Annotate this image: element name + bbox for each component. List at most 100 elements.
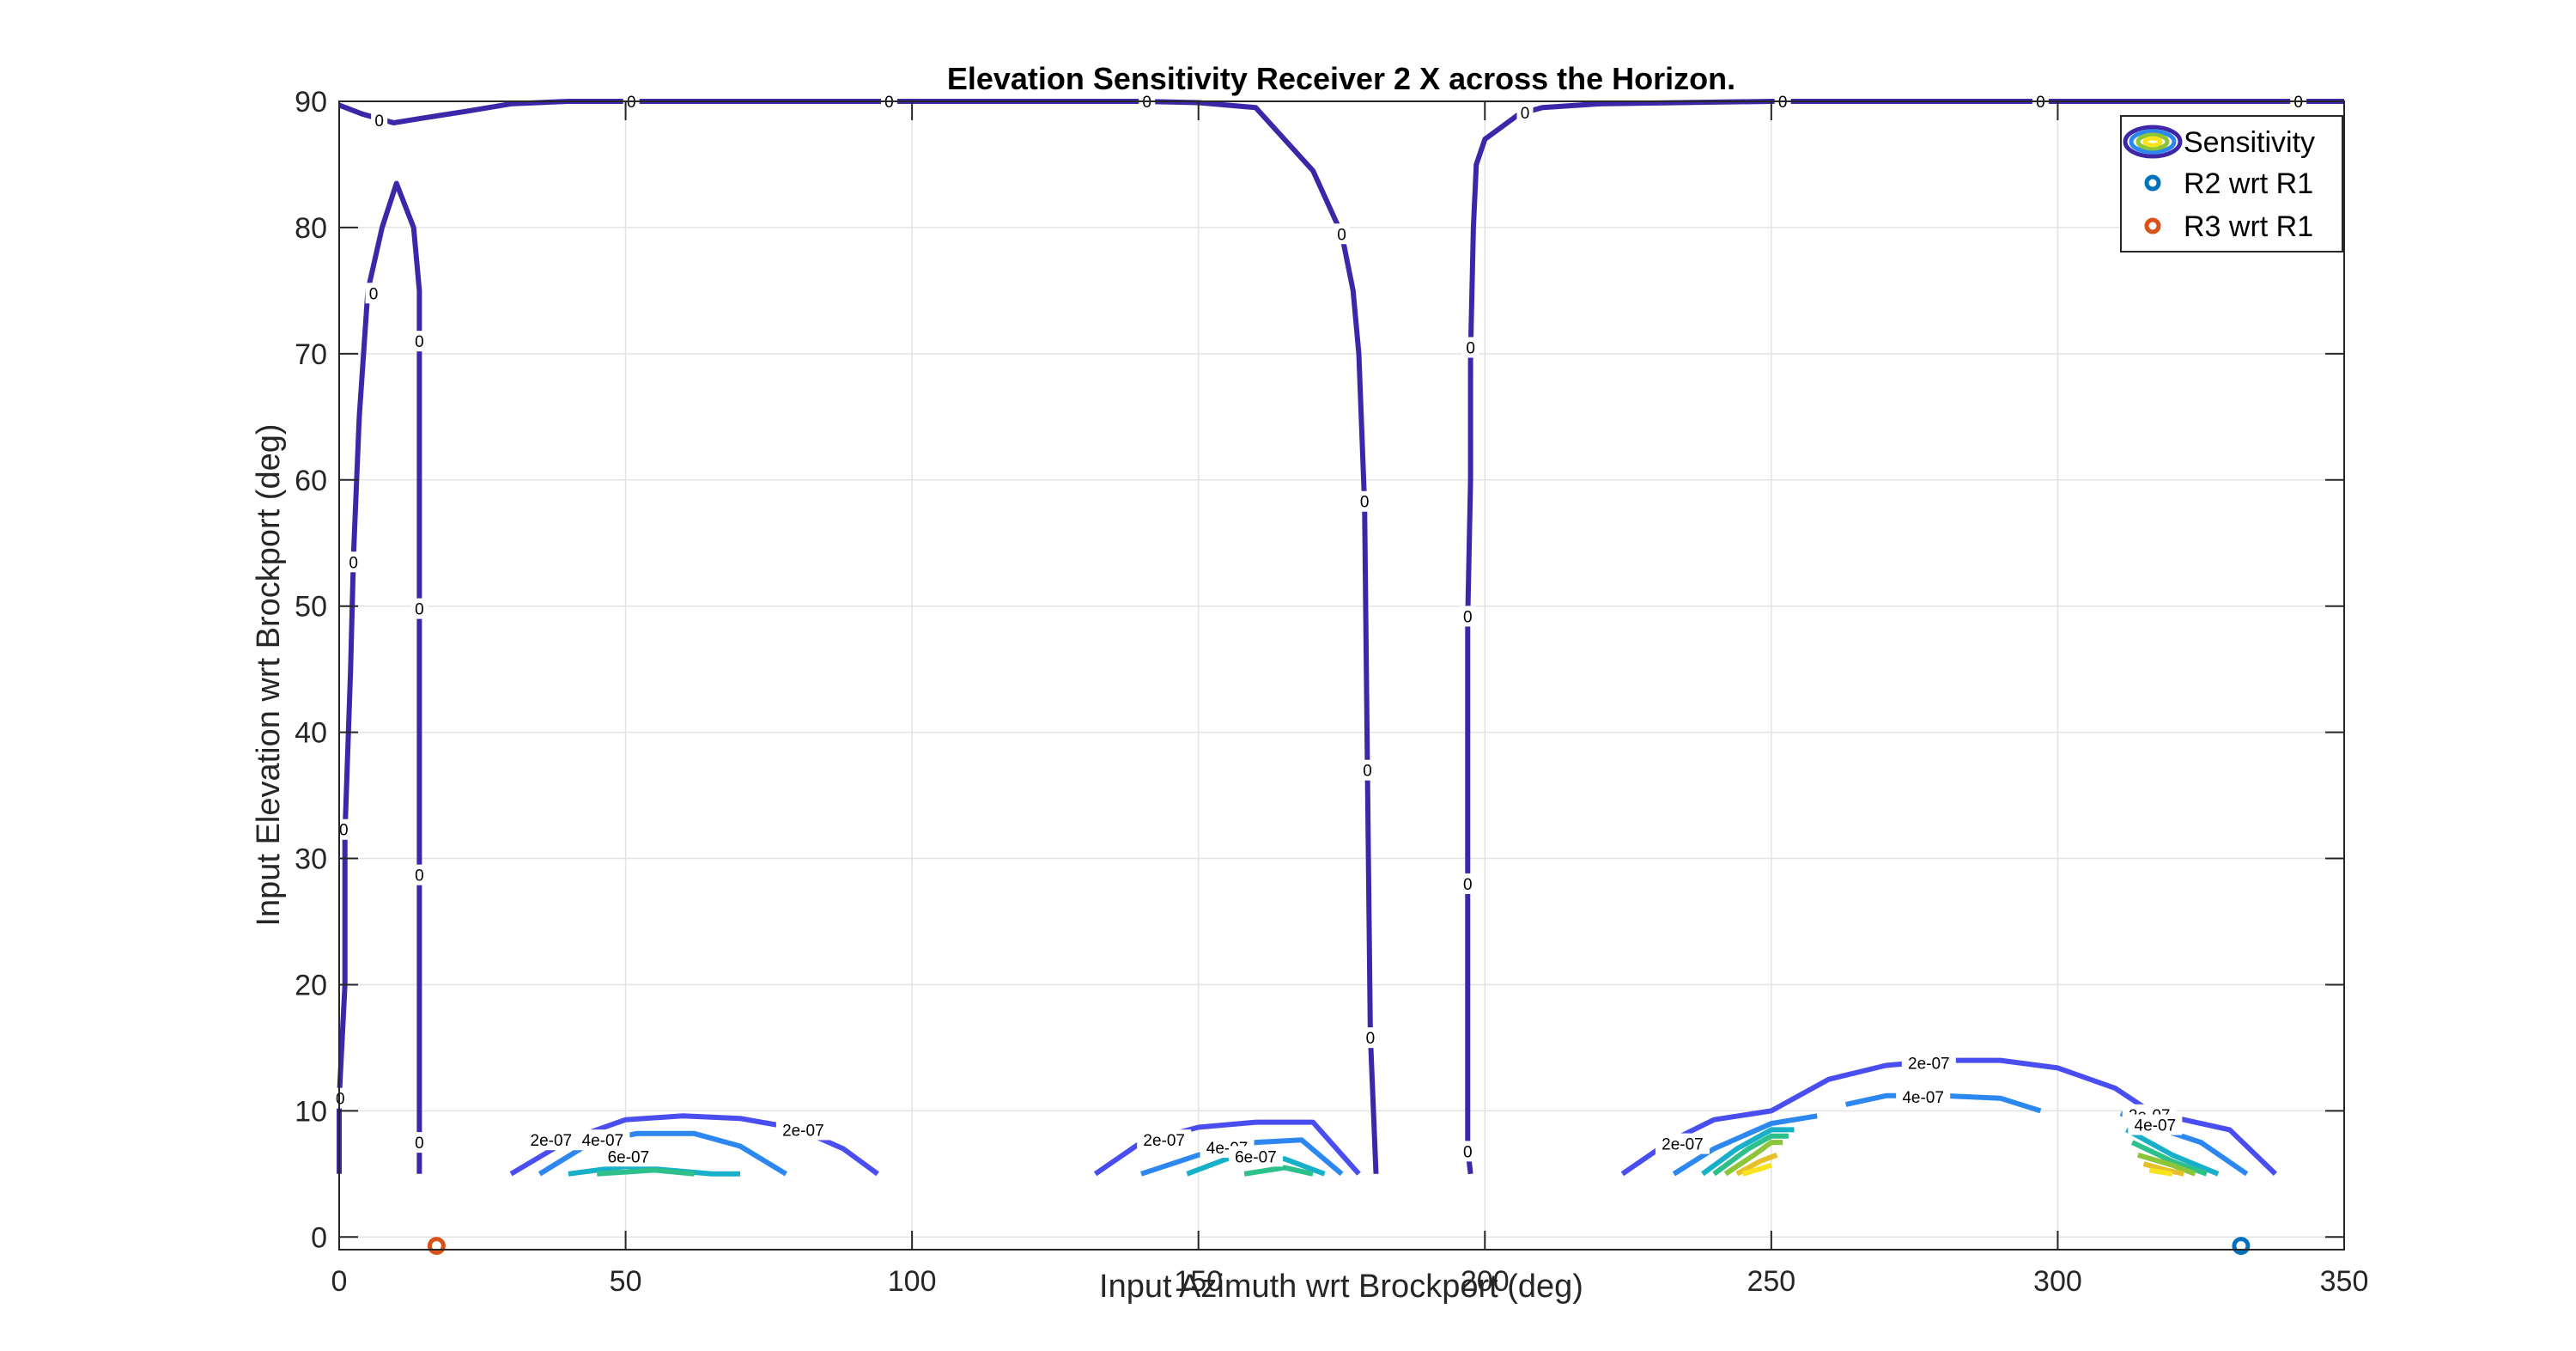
contour-label-text: 0: [339, 822, 349, 840]
contour-label-bg: [345, 551, 362, 573]
y-tick-label: 30: [295, 843, 327, 876]
contour-label: 2e-07: [524, 1129, 579, 1151]
contour-label-bg: [1901, 1052, 1956, 1074]
x-tick-label: 50: [610, 1265, 642, 1298]
contour-label-bg: [1462, 337, 1479, 358]
contour-label: 0: [365, 283, 382, 304]
contour-label-text: 0: [1466, 340, 1475, 358]
contour-line: [1723, 1140, 1783, 1177]
contour-label: 0: [1459, 1141, 1476, 1162]
x-tick-label: 350: [2320, 1265, 2369, 1298]
contour-line: [1093, 1119, 1361, 1177]
contour-label-text: 4e-07: [1902, 1089, 1944, 1107]
legend-sensitivity-ring: [2123, 125, 2183, 159]
contour-label-bg: [2128, 1114, 2183, 1135]
contour-line: [597, 1167, 695, 1177]
contour-label-text: 6e-07: [608, 1148, 650, 1166]
contour-label-text: 0: [349, 554, 358, 572]
legend: Sensitivity R2 wrt R1 R3 wrt R1: [2120, 115, 2343, 253]
legend-entry-r2: R2 wrt R1: [2144, 167, 2313, 200]
contour-label: 0: [410, 1132, 428, 1153]
contour-label-text: 0: [1363, 763, 1372, 781]
tick-labels: 0 50 100 150 200 250 300 350 0 10 20 30 40 50 60 70 80 90: [295, 86, 2368, 1298]
x-tick-label: 300: [2033, 1265, 2082, 1298]
contour-label: 0: [410, 331, 428, 352]
contour-label-bg: [410, 1132, 428, 1153]
contour-label-text: 0: [1463, 1143, 1473, 1161]
contour-label-text: 0: [1142, 94, 1151, 112]
contour-label-text: 0: [2036, 94, 2045, 112]
contour-label: 2e-07: [1655, 1133, 1710, 1154]
contour-line: [1741, 1162, 1772, 1177]
contour-label-text: 0: [627, 94, 636, 112]
contour-label-bg: [1356, 490, 1373, 512]
contour-label-bg: [524, 1129, 579, 1151]
contour-label-bg: [1459, 873, 1476, 894]
contour-label-bg: [1359, 759, 1376, 781]
legend-r3-label: R3 wrt R1: [2184, 210, 2313, 243]
y-tick-label: 0: [311, 1221, 327, 1254]
contour-line: [1465, 99, 2344, 1175]
contour-label: 6e-07: [601, 1146, 656, 1167]
contour-line: [2130, 1140, 2208, 1177]
contour-lines: [337, 99, 2344, 1177]
contour-label-bg: [1334, 223, 1350, 245]
contour-label-text: 2e-07: [1143, 1132, 1185, 1150]
contour-label: 0: [1516, 102, 1534, 124]
contour-label: 2e-07: [1901, 1052, 1956, 1074]
contour-label-text: 4e-07: [2135, 1117, 2177, 1135]
contour-label: 0: [1362, 1027, 1379, 1049]
x-axis-label: Input Azimuth wrt Brockport (deg): [1099, 1269, 1583, 1305]
contour-label: 4e-07: [1896, 1086, 1951, 1108]
chart-title: Elevation Sensitivity Receiver 2 X acros…: [947, 61, 1735, 96]
contour-label-bg: [410, 864, 428, 885]
contour-label-text: 0: [336, 1091, 345, 1109]
contour-label: 2e-07: [775, 1119, 830, 1141]
contour-labels: 00 0 000 0 000000000000000002e-072e-074e-076…: [331, 91, 2307, 1167]
contour-label: 0: [335, 819, 352, 840]
contour-label-text: 2e-07: [1662, 1136, 1704, 1154]
legend-sensitivity-ring: [2129, 129, 2177, 155]
legend-sensitivity-label: Sensitivity: [2184, 126, 2315, 159]
contour-label-text: 0: [1463, 876, 1473, 894]
contour-line: [1140, 1137, 1344, 1177]
contour-label-text: 0: [415, 333, 424, 351]
contour-line: [2148, 1167, 2173, 1177]
contour-label: 2e-07: [1137, 1129, 1192, 1151]
y-tick-label: 40: [295, 717, 327, 750]
legend-entry-sensitivity: Sensitivity: [2123, 125, 2315, 159]
contour-label: 0: [1356, 490, 1373, 512]
y-tick-label: 80: [295, 212, 327, 245]
contour-label-text: 2e-07: [1908, 1056, 1950, 1074]
y-tick-label: 50: [295, 591, 327, 624]
contour-label-bg: [365, 283, 382, 304]
contour-label: 0: [1459, 873, 1476, 894]
contour-label-bg: [410, 598, 428, 619]
contour-label-bg: [1459, 606, 1476, 627]
legend-r2-label: R2 wrt R1: [2184, 167, 2313, 200]
legend-entry-r3: R3 wrt R1: [2144, 210, 2313, 243]
contour-label-text: 0: [1360, 494, 1370, 512]
contour-label: 4e-07: [2128, 1114, 2183, 1135]
contour-line: [2125, 1127, 2220, 1177]
x-tick-label: 150: [1174, 1265, 1223, 1298]
contour-line: [1672, 1113, 1818, 1177]
contour-label-text: 4e-07: [582, 1132, 624, 1150]
contour-label-bg: [1655, 1133, 1710, 1154]
x-tick-label: 250: [1747, 1265, 1795, 1298]
contour-label: 0: [345, 551, 362, 573]
contour-line: [337, 180, 422, 1174]
contour-label-text: 6e-07: [1235, 1148, 1277, 1166]
contour-label: 0: [1334, 223, 1350, 245]
contour-label: 0: [410, 864, 428, 885]
y-axis-label: Input Elevation wrt Brockport (deg): [251, 423, 287, 926]
legend-sensitivity-swatch: [2123, 125, 2183, 159]
contour-label-text: 0: [415, 867, 424, 885]
contour-label-text: 0: [1463, 608, 1473, 626]
contour-label-text: 0: [369, 285, 379, 303]
contour-label-bg: [1459, 1141, 1476, 1162]
x-tick-label: 0: [331, 1265, 348, 1298]
contour-label: 0: [1459, 606, 1476, 627]
